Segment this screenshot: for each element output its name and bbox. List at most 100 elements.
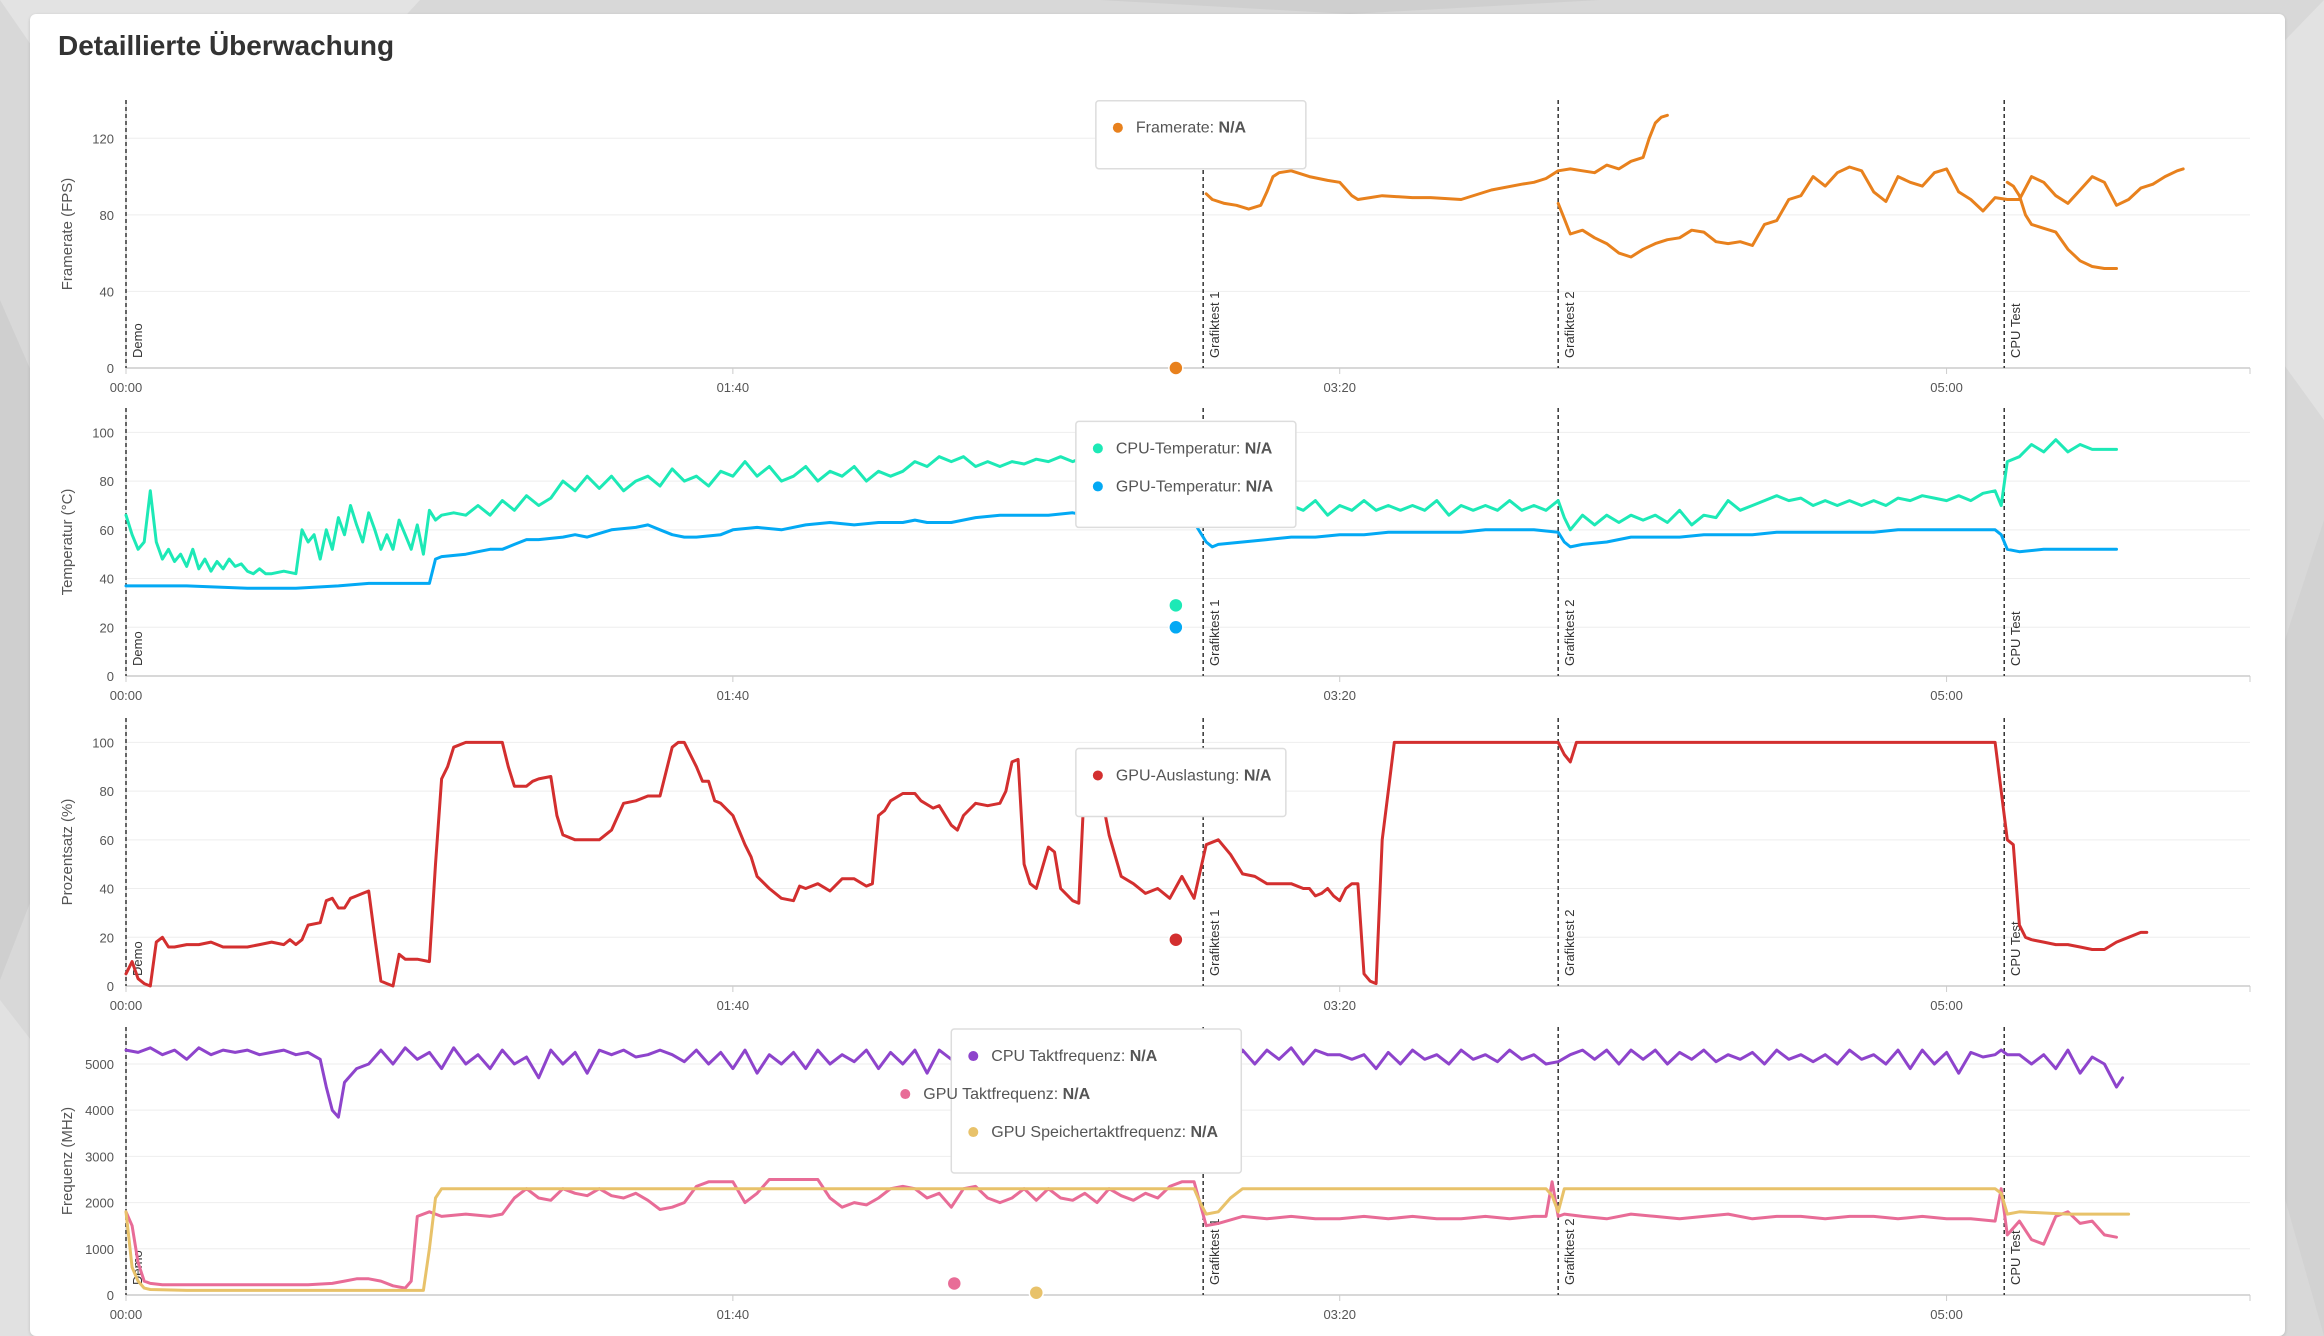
page-title: Detaillierte Überwachung — [58, 30, 395, 61]
tooltip-series-value: N/A — [1245, 440, 1273, 457]
tooltip: CPU Taktfrequenz: N/A GPU Taktfrequenz: N… — [900, 1028, 1243, 1174]
chart-freq: 0 1000 2000 3000 4000 5000 00:00 01:40 03:20 05:0… — [59, 1027, 2251, 1322]
phase-marker-label: Demo — [130, 631, 145, 666]
hover-point — [946, 1275, 963, 1292]
tooltip: GPU-Auslastung: N/A — [1075, 747, 1287, 818]
tooltip-box — [1075, 420, 1297, 529]
tooltip-legend-dot — [968, 1127, 979, 1138]
y-tick-label: 100 — [92, 425, 114, 440]
tooltip-series-label: Framerate: N/A — [1136, 120, 1247, 137]
phase-marker-label: CPU Test — [2008, 303, 2023, 358]
tooltip-series-label: CPU-Temperatur: N/A — [1116, 440, 1273, 457]
x-tick-label: 00:00 — [110, 380, 143, 395]
y-tick-label: 120 — [92, 131, 114, 146]
tooltip-box — [1095, 99, 1307, 170]
hover-point — [1168, 597, 1184, 614]
x-tick-label: 03:20 — [1323, 1307, 1356, 1322]
series-line-gpu-speichertaktfrequenz — [124, 1187, 2131, 1292]
tooltip-box — [950, 1028, 1243, 1174]
phase-marker-label: CPU Test — [2008, 611, 2023, 666]
y-tick-label: 80 — [100, 784, 114, 799]
phase-marker-label: Grafiktest 1 — [1207, 292, 1222, 358]
x-tick-label: 00:00 — [110, 688, 143, 703]
phase-marker-label: Demo — [130, 323, 145, 358]
tooltip-legend-dot — [1112, 122, 1123, 133]
y-tick-label: 40 — [100, 284, 114, 299]
series-line-framerate — [1204, 113, 1669, 211]
x-tick-label: 01:40 — [717, 998, 750, 1013]
y-tick-label: 60 — [100, 523, 114, 538]
tooltip-box — [1075, 747, 1287, 818]
x-tick-label: 05:00 — [1930, 998, 1963, 1013]
y-tick-label: 20 — [100, 620, 114, 635]
phase-marker-label: CPU Test — [2008, 921, 2023, 976]
phase-marker-label: Grafiktest 2 — [1562, 292, 1577, 358]
tooltip: Framerate: N/A — [1095, 99, 1307, 170]
phase-marker-label: Demo — [130, 941, 145, 976]
y-tick-label: 0 — [107, 1288, 114, 1303]
tooltip-series-value: N/A — [1244, 767, 1272, 784]
x-tick-label: 03:20 — [1323, 688, 1356, 703]
tooltip-series-label: GPU Speichertaktfrequenz: N/A — [991, 1124, 1218, 1141]
y-tick-label: 5000 — [85, 1057, 114, 1072]
x-tick-label: 00:00 — [110, 1307, 143, 1322]
tooltip-series-value: N/A — [1246, 478, 1274, 495]
x-tick-label: 03:20 — [1323, 998, 1356, 1013]
tooltip-series-value: N/A — [1063, 1086, 1091, 1103]
tooltip-series-value: N/A — [1191, 1124, 1219, 1141]
hover-point — [1028, 1284, 1045, 1301]
series-line-gpu-auslastung — [124, 740, 2149, 988]
y-tick-label: 20 — [100, 930, 114, 945]
tooltip: CPU-Temperatur: N/A GPU-Temperatur: N/A — [1075, 420, 1297, 529]
y-axis-label: Frequenz (MHz) — [59, 1107, 76, 1215]
hover-point — [1168, 619, 1184, 636]
y-tick-label: 4000 — [85, 1103, 114, 1118]
y-axis-label: Prozentsatz (%) — [59, 799, 76, 906]
y-tick-label: 80 — [100, 208, 114, 223]
y-tick-label: 0 — [107, 361, 114, 376]
phase-marker-label: Grafiktest 2 — [1562, 600, 1577, 666]
series-line-cpu-temperatur — [124, 438, 2118, 576]
tooltip-series-label: GPU Taktfrequenz: N/A — [923, 1086, 1090, 1103]
tooltip-series-label: CPU Taktfrequenz: N/A — [991, 1048, 1157, 1065]
y-axis-label: Temperatur (°C) — [59, 489, 76, 596]
y-tick-label: 40 — [100, 572, 114, 587]
tooltip-series-value: N/A — [1130, 1048, 1158, 1065]
tooltip-series-label: GPU-Temperatur: N/A — [1116, 478, 1274, 495]
series-line-framerate — [1556, 165, 2185, 259]
x-tick-label: 03:20 — [1323, 380, 1356, 395]
phase-marker-label: Grafiktest 2 — [1562, 1219, 1577, 1285]
x-tick-label: 01:40 — [717, 688, 750, 703]
phase-marker-label: Grafiktest 2 — [1562, 910, 1577, 976]
x-tick-label: 00:00 — [110, 998, 143, 1013]
tooltip-legend-dot — [1092, 770, 1103, 781]
chart-fps: 0 40 80 120 00:00 01:40 03:20 05:00 Framerate (F… — [59, 99, 2251, 395]
chart-gpu: 0 20 40 60 80 100 00:00 01:40 03:20 05:00 Prozents… — [59, 718, 2251, 1013]
phase-marker-label: Grafiktest 1 — [1207, 910, 1222, 976]
series-line-gpu-taktfrequenz — [124, 1178, 2118, 1290]
y-tick-label: 1000 — [85, 1242, 114, 1257]
y-tick-label: 2000 — [85, 1196, 114, 1211]
y-tick-label: 100 — [92, 735, 114, 750]
x-tick-label: 05:00 — [1930, 688, 1963, 703]
phase-marker-label: CPU Test — [2008, 1230, 2023, 1285]
tooltip-series-value: N/A — [1219, 120, 1247, 137]
tooltip-legend-dot — [900, 1089, 911, 1100]
y-axis-label: Framerate (FPS) — [59, 178, 76, 291]
x-tick-label: 05:00 — [1930, 380, 1963, 395]
phase-marker-label: Grafiktest 1 — [1207, 1219, 1222, 1285]
phase-marker-label: Grafiktest 1 — [1207, 600, 1222, 666]
tooltip-series-label: GPU-Auslastung: N/A — [1116, 767, 1272, 784]
tooltip-legend-dot — [1092, 443, 1103, 454]
y-tick-label: 60 — [100, 833, 114, 848]
hover-point — [1168, 931, 1184, 948]
tooltip-legend-dot — [968, 1051, 979, 1062]
hover-point — [1168, 360, 1184, 376]
y-tick-label: 0 — [107, 979, 114, 994]
y-tick-label: 0 — [107, 669, 114, 684]
x-tick-label: 05:00 — [1930, 1307, 1963, 1322]
chart-temp: 0 20 40 60 80 100 00:00 01:40 03:20 05:00 Temperat… — [59, 408, 2251, 703]
y-tick-label: 40 — [100, 882, 114, 897]
y-tick-label: 80 — [100, 474, 114, 489]
